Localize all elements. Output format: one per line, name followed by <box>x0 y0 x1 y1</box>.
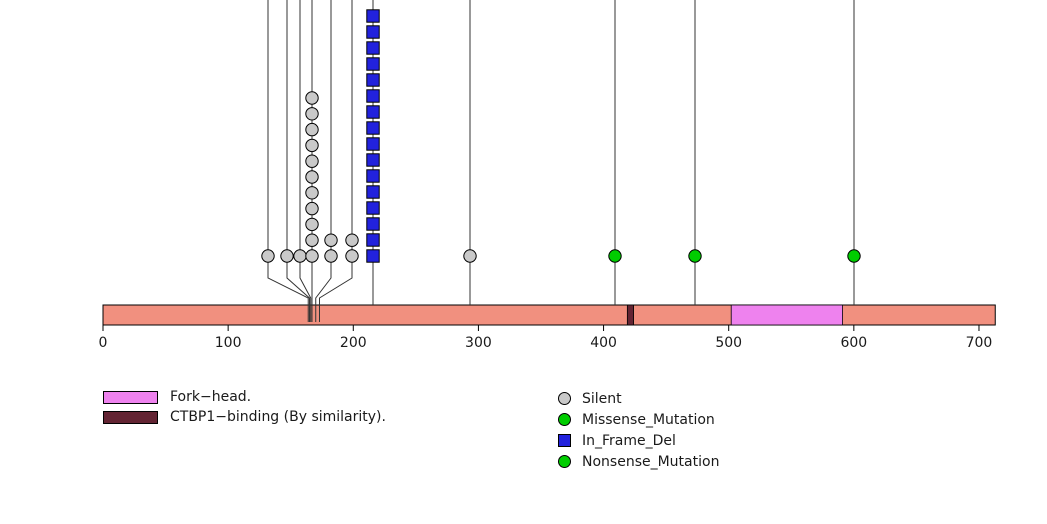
mutation-marker-missense_mutation <box>688 249 702 263</box>
domain-legend: Fork−head. CTBP1−binding (By similarity)… <box>103 387 386 427</box>
missense-marker-icon <box>558 413 571 426</box>
inframedel-marker-icon <box>558 434 571 447</box>
mutation-marker-in_frame_del <box>366 169 380 183</box>
mutation-marker-silent <box>280 249 294 263</box>
mutation-marker-silent <box>324 249 338 263</box>
mutation-marker-silent <box>345 249 359 263</box>
nonsense-marker-icon <box>558 455 571 468</box>
mutation-marker-in_frame_del <box>366 9 380 23</box>
mutation-marker-in_frame_del <box>366 233 380 247</box>
mutation-marker-silent <box>305 138 319 153</box>
mutation-type-legend: Silent Missense_Mutation In_Frame_Del No… <box>558 388 719 472</box>
missense-label: Missense_Mutation <box>582 411 715 428</box>
legend-row-silent: Silent <box>558 388 719 409</box>
mutation-marker-silent <box>305 233 319 247</box>
mutation-stem <box>286 0 310 322</box>
axis-tick-label: 700 <box>966 335 993 351</box>
mutation-marker-in_frame_del <box>366 249 380 263</box>
mutation-marker-silent <box>305 170 319 184</box>
silent-label: Silent <box>582 390 622 407</box>
mutation-marker-in_frame_del <box>366 137 380 151</box>
mutation-marker-silent <box>305 186 319 200</box>
legend-row-ctbp1-binding: CTBP1−binding (By similarity). <box>103 407 386 427</box>
domain-ctbp1-binding <box>626 304 634 326</box>
mutation-marker-silent <box>261 249 275 263</box>
mutation-marker-silent <box>305 107 319 121</box>
mutation-marker-in_frame_del <box>366 89 380 103</box>
mutation-marker-silent <box>305 201 319 216</box>
mutation-marker-in_frame_del <box>366 41 380 55</box>
mutation-marker-silent <box>293 249 307 263</box>
lollipop-plot-area: 0 100 200 300 400 500 600 700 <box>99 0 996 351</box>
mutation-marker-in_frame_del <box>366 185 380 199</box>
axis-tick-label: 400 <box>590 335 617 351</box>
mutation-marker-silent <box>305 154 319 168</box>
mutation-marker-in_frame_del <box>366 201 380 215</box>
legend-row-missense: Missense_Mutation <box>558 409 719 430</box>
legend-row-forkhead: Fork−head. <box>103 387 386 407</box>
forkhead-domain-label: Fork−head. <box>170 389 252 405</box>
mutation-marker-in_frame_del <box>366 105 380 119</box>
silent-marker-icon <box>558 392 571 405</box>
domain-fork-head <box>730 304 843 326</box>
axis-tick-label: 500 <box>715 335 742 351</box>
mutation-marker-silent <box>305 91 319 105</box>
mutation-marker-in_frame_del <box>366 25 380 39</box>
mutation-marker-in_frame_del <box>366 73 380 87</box>
axis-tick-label: 100 <box>215 335 242 351</box>
mutation-stem <box>299 0 312 322</box>
mutation-stem <box>318 0 353 322</box>
forkhead-domain-swatch <box>103 390 158 404</box>
mutation-marker-nonsense_mutation <box>847 249 861 263</box>
axis-tick-label: 200 <box>340 335 367 351</box>
mutation-marker-silent <box>305 249 319 263</box>
mutation-stem <box>315 0 332 322</box>
legend-row-inframedel: In_Frame_Del <box>558 430 719 451</box>
mutation-marker-in_frame_del <box>366 57 380 71</box>
ctbp1-binding-label: CTBP1−binding (By similarity). <box>170 409 386 425</box>
mutation-marker-silent <box>463 249 477 263</box>
mutation-marker-missense_mutation <box>608 249 622 263</box>
mutation-stem <box>267 0 309 322</box>
mutation-marker-in_frame_del <box>366 121 380 135</box>
mutation-marker-silent <box>305 122 319 137</box>
mutation-marker-silent <box>305 217 319 232</box>
protein-backbone <box>102 304 996 326</box>
axis-tick-label: 300 <box>465 335 492 351</box>
axis-tick-label: 600 <box>840 335 867 351</box>
mutation-marker-silent <box>345 233 359 247</box>
axis-tick-label: 0 <box>99 335 108 351</box>
legend-row-nonsense: Nonsense_Mutation <box>558 451 719 472</box>
nonsense-label: Nonsense_Mutation <box>582 453 720 470</box>
inframedel-label: In_Frame_Del <box>582 432 676 449</box>
ctbp1-binding-swatch <box>103 410 158 424</box>
mutation-marker-in_frame_del <box>366 153 380 167</box>
mutation-marker-silent <box>324 233 338 247</box>
mutation-marker-in_frame_del <box>366 217 380 231</box>
